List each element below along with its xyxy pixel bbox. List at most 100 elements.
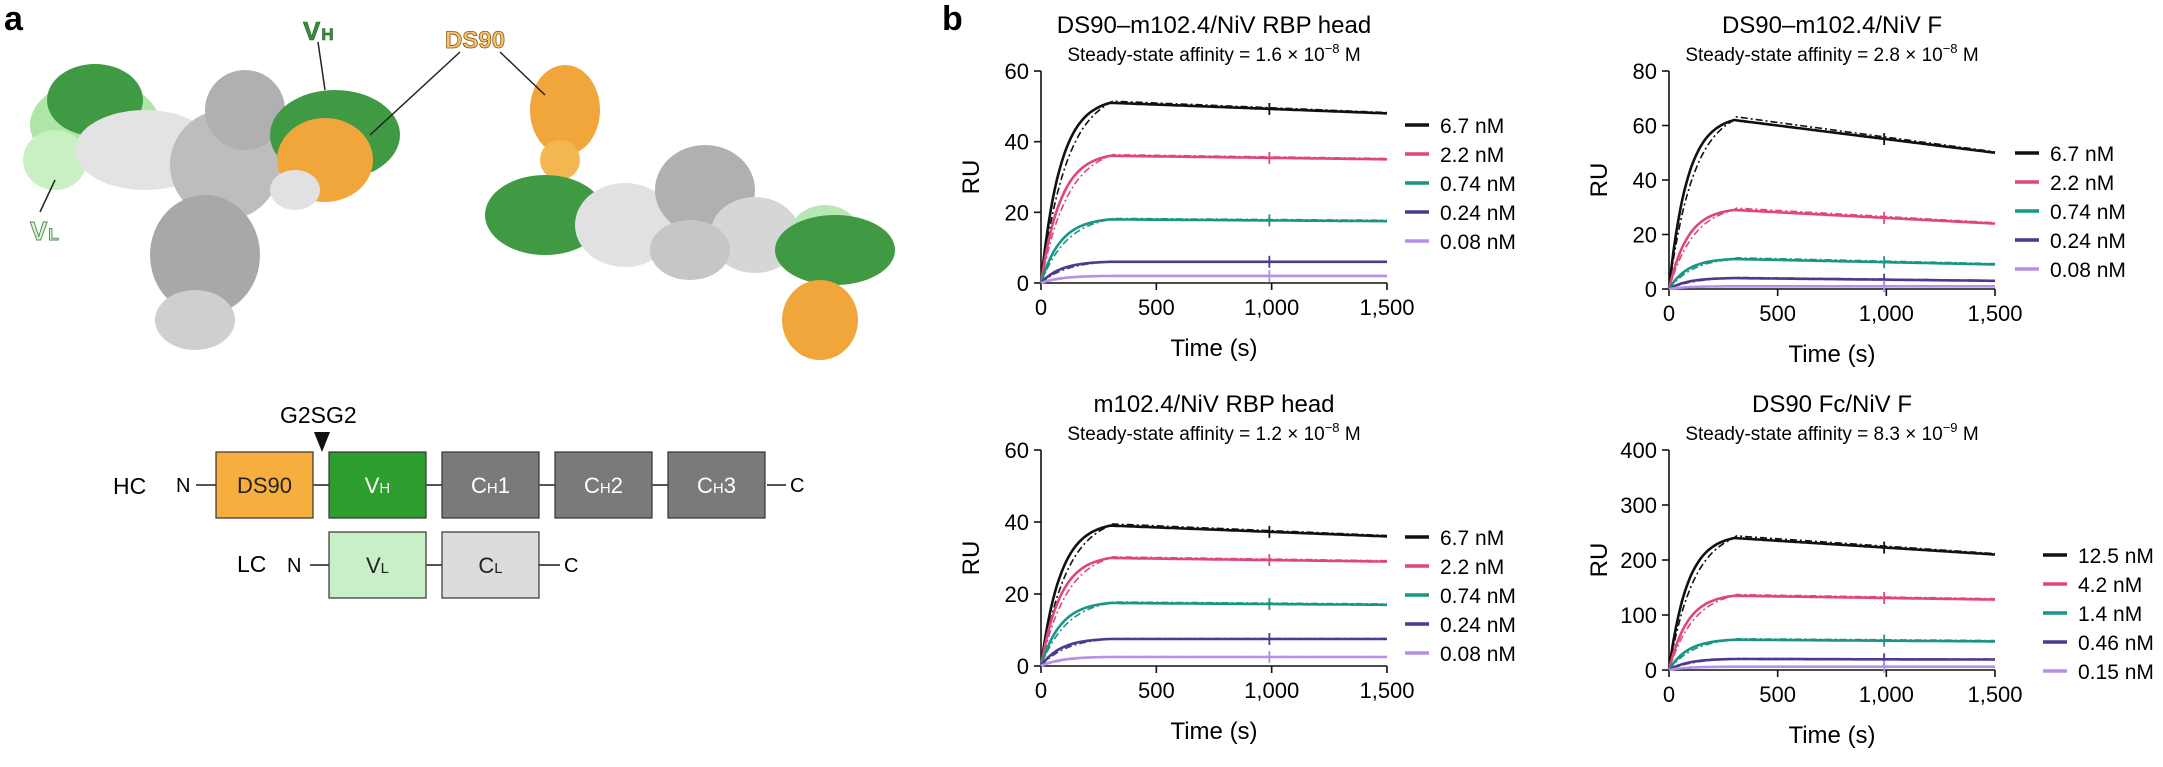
lc-domain-label-0: VL [366, 553, 389, 578]
y-axis-label: RU [958, 541, 985, 576]
series-fit-curve-2 [1668, 638, 1995, 671]
y-tick-label: 40 [1633, 168, 1657, 193]
hc-domain-label-1: VH [365, 473, 391, 498]
chart-subtitle-prefix: Steady-state affinity = [1067, 424, 1255, 445]
domain-diagram: G2SG2 HC N DS90 VH CH1 CH2 CH3 C LC N VL CL C [113, 402, 804, 599]
hc-domain-label-2: CH1 [471, 473, 510, 498]
legend-label-2: 1.4 nM [2078, 603, 2142, 626]
x-tick-label: 500 [1759, 301, 1796, 326]
y-axis-label: RU [1586, 543, 1613, 578]
hc-c-terminus: C [790, 475, 804, 497]
chart-subtitle-unit: M [1340, 424, 1361, 445]
chart-subtitle-mantissa: 1.2 × 10 [1256, 424, 1325, 445]
y-tick-label: 80 [1633, 59, 1657, 84]
series-curve-4 [1040, 655, 1387, 668]
legend-label-3: 0.24 nM [1440, 614, 1516, 637]
chart-title: DS90 Fc/NiV F [1752, 391, 1912, 418]
chart-subtitle-mantissa: 8.3 × 10 [1874, 424, 1943, 445]
chart-subtitle-exponent: −9 [1943, 420, 1958, 435]
y-tick-label: 0 [1645, 658, 1657, 683]
x-tick-label: 0 [1035, 678, 1047, 703]
x-axis-label: Time (s) [1170, 335, 1257, 362]
hc-domain-box-0 [215, 451, 314, 519]
x-tick-label: 1,000 [1244, 295, 1299, 320]
chart-subtitle-unit: M [1958, 45, 1979, 66]
series-fit-curve-3 [1040, 637, 1387, 667]
x-tick-label: 0 [1035, 295, 1047, 320]
series-fit-curve-2 [1668, 257, 1995, 290]
hc-domain-label-3: CH2 [584, 473, 623, 498]
x-axis-label: Time (s) [1788, 722, 1875, 749]
series-fit-curve-0 [1668, 535, 1996, 671]
y-tick-label: 20 [1005, 200, 1029, 225]
hc-domain-box-3 [554, 451, 653, 519]
legend-label-1: 2.2 nM [2050, 172, 2114, 195]
series-fit-curve-1 [1668, 207, 1996, 290]
vl-structure-label: VL [30, 216, 59, 246]
x-tick-label: 500 [1138, 678, 1175, 703]
legend-label-3: 0.24 nM [1440, 202, 1516, 225]
legend-label-1: 4.2 nM [2078, 574, 2142, 597]
vh-structure-label: VH [303, 16, 334, 46]
series-fit-curve-3 [1040, 260, 1387, 284]
molecular-structure-illustration [23, 41, 895, 360]
hc-domain-main-4: C [697, 473, 713, 498]
legend-label-4: 0.15 nM [2078, 661, 2154, 684]
y-tick-label: 40 [1005, 510, 1029, 535]
x-tick-label: 1,500 [1359, 295, 1414, 320]
legend-label-4: 0.08 nM [1440, 231, 1516, 254]
series-fit-curve-1 [1040, 556, 1387, 667]
x-tick-label: 1,500 [1359, 678, 1414, 703]
lc-domain-sub-0: L [381, 560, 389, 577]
series-curve-2 [1667, 257, 1996, 290]
legend-label-0: 6.7 nM [1440, 115, 1504, 138]
series-curve-0 [1039, 524, 1388, 667]
chart-title: DS90–m102.4/NiV RBP head [1057, 12, 1371, 39]
lc-domain-row: VL CL [328, 531, 540, 599]
series-curve-1 [1039, 154, 1387, 284]
series-fit-curve-1 [1040, 153, 1387, 284]
y-tick-label: 0 [1645, 277, 1657, 302]
chart-subtitle-prefix: Steady-state affinity = [1067, 45, 1255, 66]
y-tick-label: 0 [1017, 654, 1029, 679]
series-fit-curve-4 [1668, 285, 1995, 290]
legend-label-1: 2.2 nM [1440, 556, 1504, 579]
hc-domain-suffix-4: 3 [724, 473, 736, 498]
hc-domain-row: DS90 VH CH1 CH2 CH3 [215, 451, 766, 519]
vl-callout-line [39, 179, 56, 213]
chart-subtitle-mantissa: 1.6 × 10 [1256, 45, 1325, 66]
hc-domain-box-4 [667, 451, 766, 519]
lc-domain-main-0: V [366, 553, 381, 578]
hc-domain-sub-2: H [487, 480, 498, 497]
chart-subtitle-exponent: −8 [1943, 41, 1958, 56]
hc-domain-sub-4: H [713, 480, 724, 497]
hc-domain-label-0: DS90 [237, 473, 292, 498]
hc-domain-main-3: C [584, 473, 600, 498]
series-fit-curve-2 [1040, 217, 1387, 284]
legend-label-2: 0.74 nM [2050, 201, 2126, 224]
hc-domain-box-1 [328, 451, 427, 519]
linker-arrow-marker [314, 432, 330, 452]
chart-subtitle: Steady-state affinity = 1.6 × 10−8 M [1067, 41, 1360, 66]
chart-subtitle: Steady-state affinity = 2.8 × 10−8 M [1685, 41, 1978, 66]
right-molecule-surface [485, 65, 895, 360]
series-curve-2 [1039, 218, 1387, 284]
y-axis-label: RU [1586, 163, 1613, 198]
chart-subtitle-mantissa: 2.8 × 10 [1874, 45, 1943, 66]
series-fit-curve-0 [1040, 523, 1388, 667]
series-curve-4 [1040, 274, 1387, 285]
legend-label-1: 2.2 nM [1440, 144, 1504, 167]
lc-label: LC [237, 551, 266, 577]
x-tick-label: 0 [1663, 301, 1675, 326]
chart-subtitle-unit: M [1340, 45, 1361, 66]
series-fit-curve-4 [1668, 665, 1995, 671]
y-tick-label: 100 [1620, 603, 1657, 628]
vl-structure-main: V [30, 216, 48, 246]
vh-structure-main: V [303, 16, 321, 46]
lc-c-terminus: C [564, 555, 578, 577]
x-tick-label: 1,000 [1244, 678, 1299, 703]
legend-label-3: 0.24 nM [2050, 230, 2126, 253]
